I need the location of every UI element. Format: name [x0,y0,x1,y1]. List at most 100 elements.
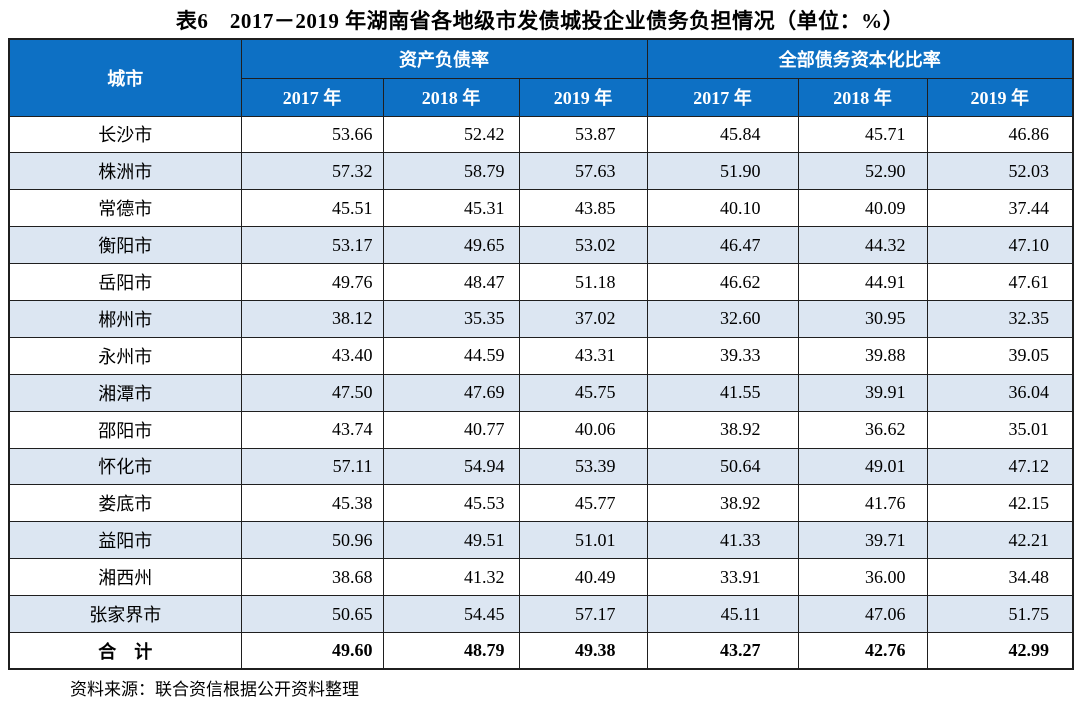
value-cell: 38.92 [646,484,799,523]
value-cell: 53.17 [240,226,384,265]
value-cell: 38.12 [240,299,384,338]
value-cell: 57.32 [240,152,384,191]
value-cell: 42.21 [926,521,1074,560]
value-cell: 32.60 [646,299,799,338]
table-row: 永州市 43.40 44.59 43.31 39.33 39.88 39.05 [8,336,1074,375]
value-cell: 49.38 [518,631,648,670]
value-cell: 43.27 [646,631,799,670]
value-cell: 45.38 [240,484,384,523]
value-cell: 37.02 [518,299,648,338]
value-cell: 47.61 [926,263,1074,301]
col-header-year-2017-dcr: 2017 年 [646,77,799,117]
value-cell: 54.45 [382,595,520,633]
value-cell: 36.62 [797,410,928,449]
value-cell: 40.06 [518,410,648,449]
col-header-year-2017-alr: 2017 年 [240,77,384,117]
table-row: 常德市 45.51 45.31 43.85 40.10 40.09 37.44 [8,189,1074,228]
city-cell: 株洲市 [8,152,242,191]
city-cell: 怀化市 [8,447,242,486]
value-cell: 43.40 [240,336,384,375]
value-cell: 41.76 [797,484,928,523]
value-cell: 53.02 [518,226,648,265]
value-cell: 51.75 [926,595,1074,633]
value-cell: 45.11 [646,595,799,633]
debt-table: 城市 资产负债率 全部债务资本化比率 2017 年 2018 年 2019 年 … [8,38,1075,671]
value-cell: 43.31 [518,336,648,375]
value-cell: 43.74 [240,410,384,449]
city-cell: 张家界市 [8,595,242,633]
col-header-year-2019-dcr: 2019 年 [926,77,1074,117]
value-cell: 52.03 [926,152,1074,191]
value-cell: 42.76 [797,631,928,670]
value-cell: 40.49 [518,558,648,597]
value-cell: 49.65 [382,226,520,265]
city-cell: 娄底市 [8,484,242,523]
value-cell: 39.71 [797,521,928,560]
value-cell: 58.79 [382,152,520,191]
value-cell: 41.32 [382,558,520,597]
value-cell: 44.91 [797,263,928,301]
value-cell: 38.92 [646,410,799,449]
col-header-year-2018-alr: 2018 年 [382,77,520,117]
value-cell: 47.50 [240,373,384,412]
city-cell: 湘西州 [8,558,242,597]
value-cell: 50.96 [240,521,384,560]
value-cell: 47.12 [926,447,1074,486]
city-cell: 益阳市 [8,521,242,560]
city-cell: 常德市 [8,189,242,228]
value-cell: 39.33 [646,336,799,375]
value-cell: 47.69 [382,373,520,412]
value-cell: 42.99 [926,631,1074,670]
value-cell: 45.77 [518,484,648,523]
value-cell: 42.15 [926,484,1074,523]
value-cell: 52.90 [797,152,928,191]
value-cell: 44.59 [382,336,520,375]
value-cell: 45.71 [797,115,928,154]
value-cell: 50.64 [646,447,799,486]
table-row: 株洲市 57.32 58.79 57.63 51.90 52.90 52.03 [8,152,1074,191]
value-cell: 49.51 [382,521,520,560]
value-cell: 36.00 [797,558,928,597]
table-row: 衡阳市 53.17 49.65 53.02 46.47 44.32 47.10 [8,226,1074,265]
city-cell: 衡阳市 [8,226,242,265]
value-cell: 49.01 [797,447,928,486]
value-cell: 48.47 [382,263,520,301]
value-cell: 53.66 [240,115,384,154]
col-header-city: 城市 [8,38,242,117]
value-cell: 52.42 [382,115,520,154]
header-year-row: 2017 年 2018 年 2019 年 2017 年 2018 年 2019 … [9,77,1074,117]
col-header-year-2018-dcr: 2018 年 [797,77,928,117]
value-cell: 32.35 [926,299,1074,338]
value-cell: 48.79 [382,631,520,670]
value-cell: 34.48 [926,558,1074,597]
value-cell: 46.62 [646,263,799,301]
value-cell: 45.31 [382,189,520,228]
city-cell: 永州市 [8,336,242,375]
value-cell: 43.85 [518,189,648,228]
value-cell: 47.10 [926,226,1074,265]
col-header-year-2019-alr: 2019 年 [518,77,648,117]
value-cell: 47.06 [797,595,928,633]
header-group-row: 城市 资产负债率 全部债务资本化比率 [8,38,1074,117]
table-body: 长沙市 53.66 52.42 53.87 45.84 45.71 46.86 株洲市 57.3… [8,115,1074,670]
value-cell: 40.09 [797,189,928,228]
value-cell: 30.95 [797,299,928,338]
total-label-cell: 合 计 [8,631,242,670]
value-cell: 39.88 [797,336,928,375]
value-cell: 53.87 [518,115,648,154]
value-cell: 45.51 [240,189,384,228]
value-cell: 54.94 [382,447,520,486]
city-cell: 岳阳市 [8,263,242,301]
value-cell: 45.75 [518,373,648,412]
value-cell: 39.05 [926,336,1074,375]
table-row: 怀化市 57.11 54.94 53.39 50.64 49.01 47.12 [8,447,1074,486]
source-note: 资料来源：联合资信根据公开资料整理 [70,680,359,699]
city-cell: 长沙市 [8,115,242,154]
value-cell: 57.63 [518,152,648,191]
value-cell: 44.32 [797,226,928,265]
value-cell: 50.65 [240,595,384,633]
value-cell: 33.91 [646,558,799,597]
value-cell: 46.47 [646,226,799,265]
value-cell: 35.01 [926,410,1074,449]
col-group-asset-liability-ratio: 资产负债率 [240,38,648,79]
